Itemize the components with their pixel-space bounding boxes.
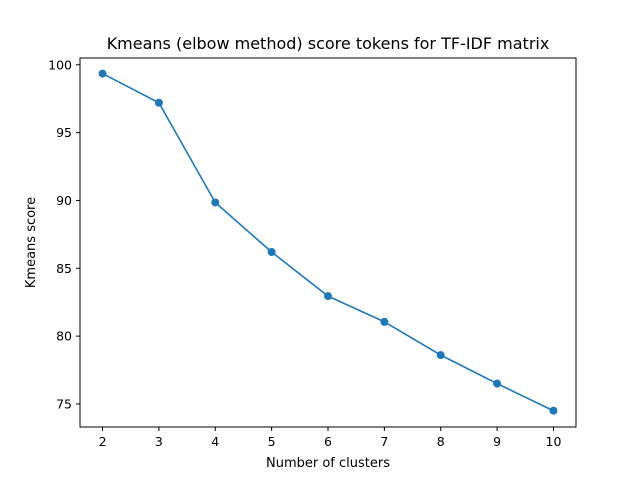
y-tick-label: 90 [56, 193, 72, 208]
data-point [211, 198, 220, 207]
x-tick-label: 7 [380, 434, 388, 449]
data-point [493, 379, 502, 388]
data-point [154, 98, 163, 107]
data-point [436, 351, 445, 360]
chart-title: Kmeans (elbow method) score tokens for T… [107, 34, 550, 53]
x-tick-label: 3 [155, 434, 163, 449]
x-axis-label: Number of clusters [266, 456, 390, 471]
x-tick-label: 10 [546, 434, 562, 449]
x-tick-label: 6 [324, 434, 332, 449]
y-tick-label: 75 [56, 396, 72, 411]
y-tick-label: 100 [48, 57, 72, 72]
data-point [380, 317, 389, 326]
y-tick-label: 80 [56, 329, 72, 344]
x-tick-label: 4 [211, 434, 219, 449]
x-tick-label: 8 [437, 434, 445, 449]
x-tick-label: 9 [493, 434, 501, 449]
data-point [98, 69, 107, 78]
y-tick-label: 85 [56, 261, 72, 276]
y-axis-ticks: 75 80 85 90 95 100 [48, 57, 80, 411]
x-axis-ticks: 2 3 4 5 6 7 8 9 10 [99, 427, 562, 449]
data-point [324, 292, 332, 301]
x-tick-label: 2 [99, 434, 107, 449]
series-layer [98, 69, 558, 415]
y-tick-label: 95 [56, 125, 72, 140]
x-tick-label: 5 [268, 434, 276, 449]
data-point [549, 406, 558, 415]
data-point [267, 247, 276, 256]
y-axis-label: Kmeans score [24, 197, 39, 288]
